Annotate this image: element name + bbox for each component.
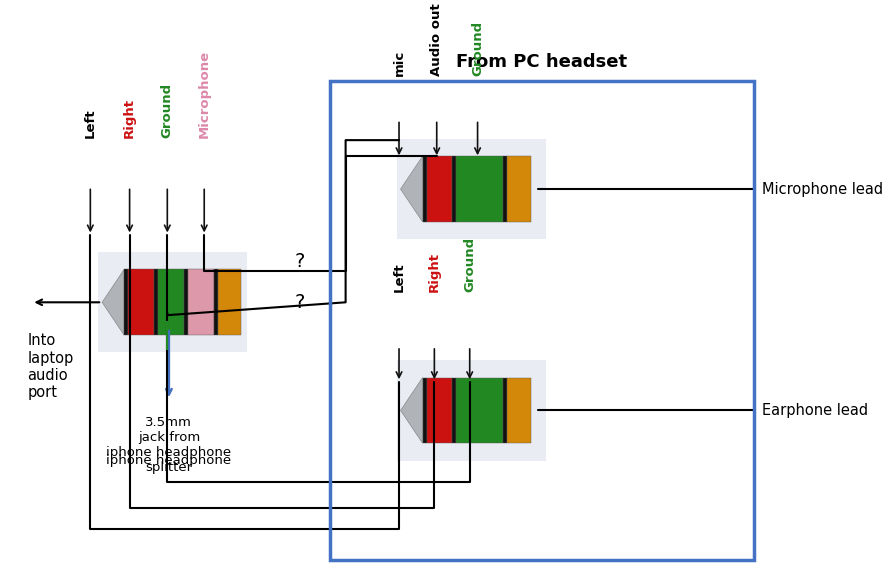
Bar: [218, 270, 241, 335]
Text: Microphone: Microphone: [198, 50, 211, 137]
Bar: [423, 377, 426, 443]
Polygon shape: [400, 156, 423, 222]
Bar: [426, 156, 453, 222]
Bar: [124, 270, 128, 335]
Bar: [158, 270, 183, 335]
Text: Into
laptop
audio
port: Into laptop audio port: [27, 333, 74, 400]
Text: mic: mic: [392, 50, 406, 76]
Bar: [426, 377, 453, 443]
Polygon shape: [400, 377, 423, 443]
Bar: [188, 270, 214, 335]
Text: Right: Right: [123, 97, 136, 137]
Text: Ground: Ground: [471, 21, 484, 76]
Text: Left: Left: [392, 262, 406, 292]
Bar: [183, 270, 188, 335]
Bar: [214, 270, 218, 335]
Bar: [397, 360, 546, 461]
Bar: [154, 270, 158, 335]
Bar: [456, 377, 503, 443]
Text: ?: ?: [294, 251, 305, 271]
Bar: [456, 156, 503, 222]
Text: ?: ?: [294, 293, 305, 312]
Bar: [508, 377, 531, 443]
Text: Ground: Ground: [463, 237, 476, 292]
Bar: [423, 156, 426, 222]
Text: Earphone lead: Earphone lead: [762, 403, 868, 418]
Bar: [128, 270, 154, 335]
Text: Microphone lead: Microphone lead: [762, 181, 883, 197]
Bar: [330, 81, 754, 560]
Text: Left: Left: [84, 108, 97, 137]
Text: Right: Right: [428, 252, 441, 292]
Bar: [503, 156, 508, 222]
Bar: [397, 139, 546, 239]
Bar: [453, 156, 456, 222]
Text: 3.5mm
jack from
iphone headphone
splitter: 3.5mm jack from iphone headphone splitte…: [106, 416, 231, 474]
Bar: [98, 252, 247, 352]
Bar: [453, 377, 456, 443]
Text: Audio out: Audio out: [431, 3, 443, 76]
Polygon shape: [102, 270, 124, 335]
Bar: [508, 156, 531, 222]
Text: iphone headphone: iphone headphone: [106, 454, 231, 467]
Text: From PC headset: From PC headset: [456, 52, 627, 71]
Bar: [503, 377, 508, 443]
Text: Ground: Ground: [160, 83, 174, 137]
